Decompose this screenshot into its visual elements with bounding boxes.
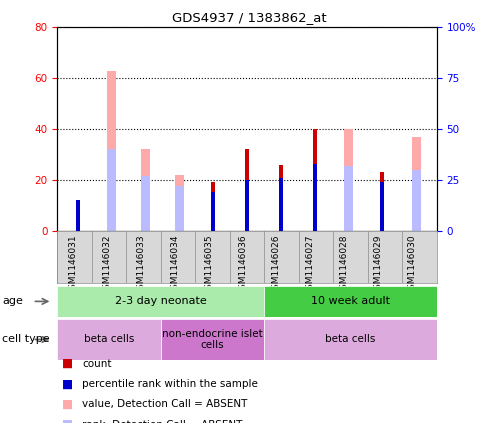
Bar — [107, 71, 116, 231]
Text: value, Detection Call = ABSENT: value, Detection Call = ABSENT — [82, 399, 248, 409]
Bar — [175, 186, 184, 231]
Bar — [107, 149, 116, 231]
FancyBboxPatch shape — [57, 286, 264, 317]
Text: 2-3 day neonate: 2-3 day neonate — [115, 297, 207, 306]
Text: cell type: cell type — [2, 335, 50, 344]
Text: beta cells: beta cells — [325, 335, 376, 344]
Text: GSM1146028: GSM1146028 — [340, 235, 349, 295]
FancyBboxPatch shape — [264, 286, 437, 317]
Text: percentile rank within the sample: percentile rank within the sample — [82, 379, 258, 389]
Text: GSM1146027: GSM1146027 — [306, 235, 315, 295]
Bar — [313, 129, 317, 231]
Text: ■: ■ — [62, 378, 73, 390]
Bar — [412, 170, 421, 231]
Bar — [76, 218, 80, 231]
Text: GSM1146033: GSM1146033 — [136, 235, 145, 295]
Text: GSM1146031: GSM1146031 — [69, 235, 78, 295]
Bar — [211, 192, 215, 231]
FancyBboxPatch shape — [57, 319, 161, 360]
Text: ■: ■ — [62, 357, 73, 370]
Text: GDS4937 / 1383862_at: GDS4937 / 1383862_at — [172, 11, 327, 24]
Bar — [412, 137, 421, 231]
FancyBboxPatch shape — [264, 319, 437, 360]
Text: count: count — [82, 359, 112, 369]
FancyBboxPatch shape — [161, 319, 264, 360]
Bar — [344, 129, 353, 231]
Text: GSM1146030: GSM1146030 — [407, 235, 416, 295]
Bar — [245, 180, 249, 231]
Text: rank, Detection Call = ABSENT: rank, Detection Call = ABSENT — [82, 420, 243, 423]
Text: GSM1146036: GSM1146036 — [238, 235, 247, 295]
Text: non-endocrine islet
cells: non-endocrine islet cells — [162, 329, 263, 350]
Text: GSM1146032: GSM1146032 — [103, 235, 112, 295]
Bar — [211, 182, 215, 231]
Bar — [344, 165, 353, 231]
Text: GSM1146034: GSM1146034 — [170, 235, 179, 295]
Bar — [245, 149, 249, 231]
Text: beta cells: beta cells — [84, 335, 134, 344]
Bar — [313, 164, 317, 231]
Bar — [380, 172, 384, 231]
Text: age: age — [2, 297, 23, 306]
Bar — [380, 182, 384, 231]
Bar — [76, 200, 80, 231]
Text: ■: ■ — [62, 418, 73, 423]
Bar — [141, 149, 150, 231]
Text: GSM1146035: GSM1146035 — [204, 235, 213, 295]
Text: GSM1146029: GSM1146029 — [373, 235, 382, 295]
Bar — [141, 176, 150, 231]
Bar — [279, 165, 283, 231]
Bar — [175, 175, 184, 231]
Text: GSM1146026: GSM1146026 — [272, 235, 281, 295]
Text: ■: ■ — [62, 398, 73, 411]
Text: 10 week adult: 10 week adult — [311, 297, 390, 306]
Bar — [279, 178, 283, 231]
